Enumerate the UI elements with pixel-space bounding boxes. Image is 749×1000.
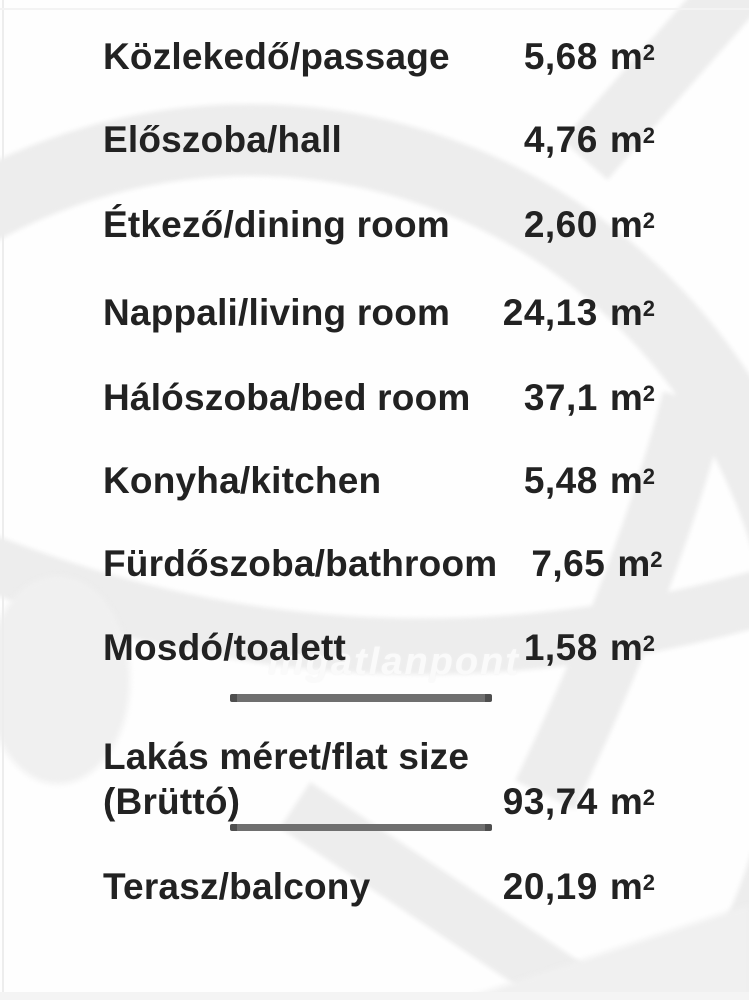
room-area: 5,48 m2 bbox=[490, 458, 655, 504]
room-row-living: Nappali/living room 24,13 m2 bbox=[103, 290, 655, 336]
area-value: 1,58 bbox=[523, 627, 598, 668]
area-value: 4,76 bbox=[523, 119, 598, 160]
flat-size-label-line1: Lakás méret/flat size bbox=[103, 736, 470, 777]
room-row-passage: Közlekedő/passage 5,68 m2 bbox=[103, 34, 655, 80]
room-label: Konyha/kitchen bbox=[103, 460, 382, 501]
area-value: 5,68 bbox=[523, 36, 598, 77]
room-area: 5,68 m2 bbox=[490, 34, 655, 80]
flat-size-row: (Brüttó) 93,74 m2 bbox=[103, 779, 655, 825]
room-label: Terasz/balcony bbox=[103, 866, 371, 907]
room-row-bathroom: Fürdőszoba/bathroom 7,65 m2 bbox=[103, 541, 663, 587]
area-value: 2,60 bbox=[523, 204, 598, 245]
area-unit: m2 bbox=[609, 627, 655, 668]
room-area: 1,58 m2 bbox=[490, 625, 655, 671]
area-value: 5,48 bbox=[523, 460, 598, 501]
area-unit: m2 bbox=[609, 781, 655, 822]
area-unit: m2 bbox=[609, 292, 655, 333]
area-value: 37,1 bbox=[523, 377, 598, 418]
area-value: 93,74 bbox=[502, 781, 598, 822]
room-row-toilet: Mosdó/toalett 1,58 m2 bbox=[103, 625, 655, 671]
area-value: 20,19 bbox=[502, 866, 598, 907]
room-area: 37,1 m2 bbox=[490, 375, 655, 421]
room-area: 20,19 m2 bbox=[490, 864, 655, 910]
room-area: 2,60 m2 bbox=[490, 202, 655, 248]
room-area: 7,65 m2 bbox=[497, 541, 662, 587]
divider-line-top bbox=[230, 694, 492, 702]
divider-line-bottom bbox=[230, 824, 492, 831]
area-unit: m2 bbox=[609, 36, 655, 77]
area-value: 7,65 bbox=[531, 543, 606, 584]
room-row-kitchen: Konyha/kitchen 5,48 m2 bbox=[103, 458, 655, 504]
room-label: Étkező/dining room bbox=[103, 204, 450, 245]
room-area: 4,76 m2 bbox=[490, 117, 655, 163]
room-area: 24,13 m2 bbox=[490, 290, 655, 336]
room-row-hall: Előszoba/hall 4,76 m2 bbox=[103, 117, 655, 163]
room-label: Nappali/living room bbox=[103, 292, 451, 333]
scan-edge-left bbox=[2, 0, 4, 1000]
room-row-dining: Étkező/dining room 2,60 m2 bbox=[103, 202, 655, 248]
flat-size-area: 93,74 m2 bbox=[490, 779, 655, 825]
room-row-balcony: Terasz/balcony 20,19 m2 bbox=[103, 864, 655, 910]
watermark-text: ingatlanpont bbox=[268, 641, 520, 683]
area-value: 24,13 bbox=[502, 292, 598, 333]
room-label: Közlekedő/passage bbox=[103, 36, 450, 77]
area-unit: m2 bbox=[609, 460, 655, 501]
room-label: Előszoba/hall bbox=[103, 119, 343, 160]
room-label: Fürdőszoba/bathroom bbox=[103, 543, 498, 584]
room-label: Hálószoba/bed room bbox=[103, 377, 471, 418]
area-unit: m2 bbox=[609, 204, 655, 245]
scan-edge-bottom bbox=[0, 992, 749, 1000]
area-unit: m2 bbox=[609, 866, 655, 907]
scan-edge-top bbox=[0, 8, 749, 10]
flat-size-label-line2: (Brüttó) bbox=[103, 781, 241, 822]
area-unit: m2 bbox=[609, 119, 655, 160]
area-unit: m2 bbox=[617, 543, 663, 584]
area-unit: m2 bbox=[609, 377, 655, 418]
room-row-bedroom: Hálószoba/bed room 37,1 m2 bbox=[103, 375, 655, 421]
room-label: Mosdó/toalett bbox=[103, 627, 347, 668]
